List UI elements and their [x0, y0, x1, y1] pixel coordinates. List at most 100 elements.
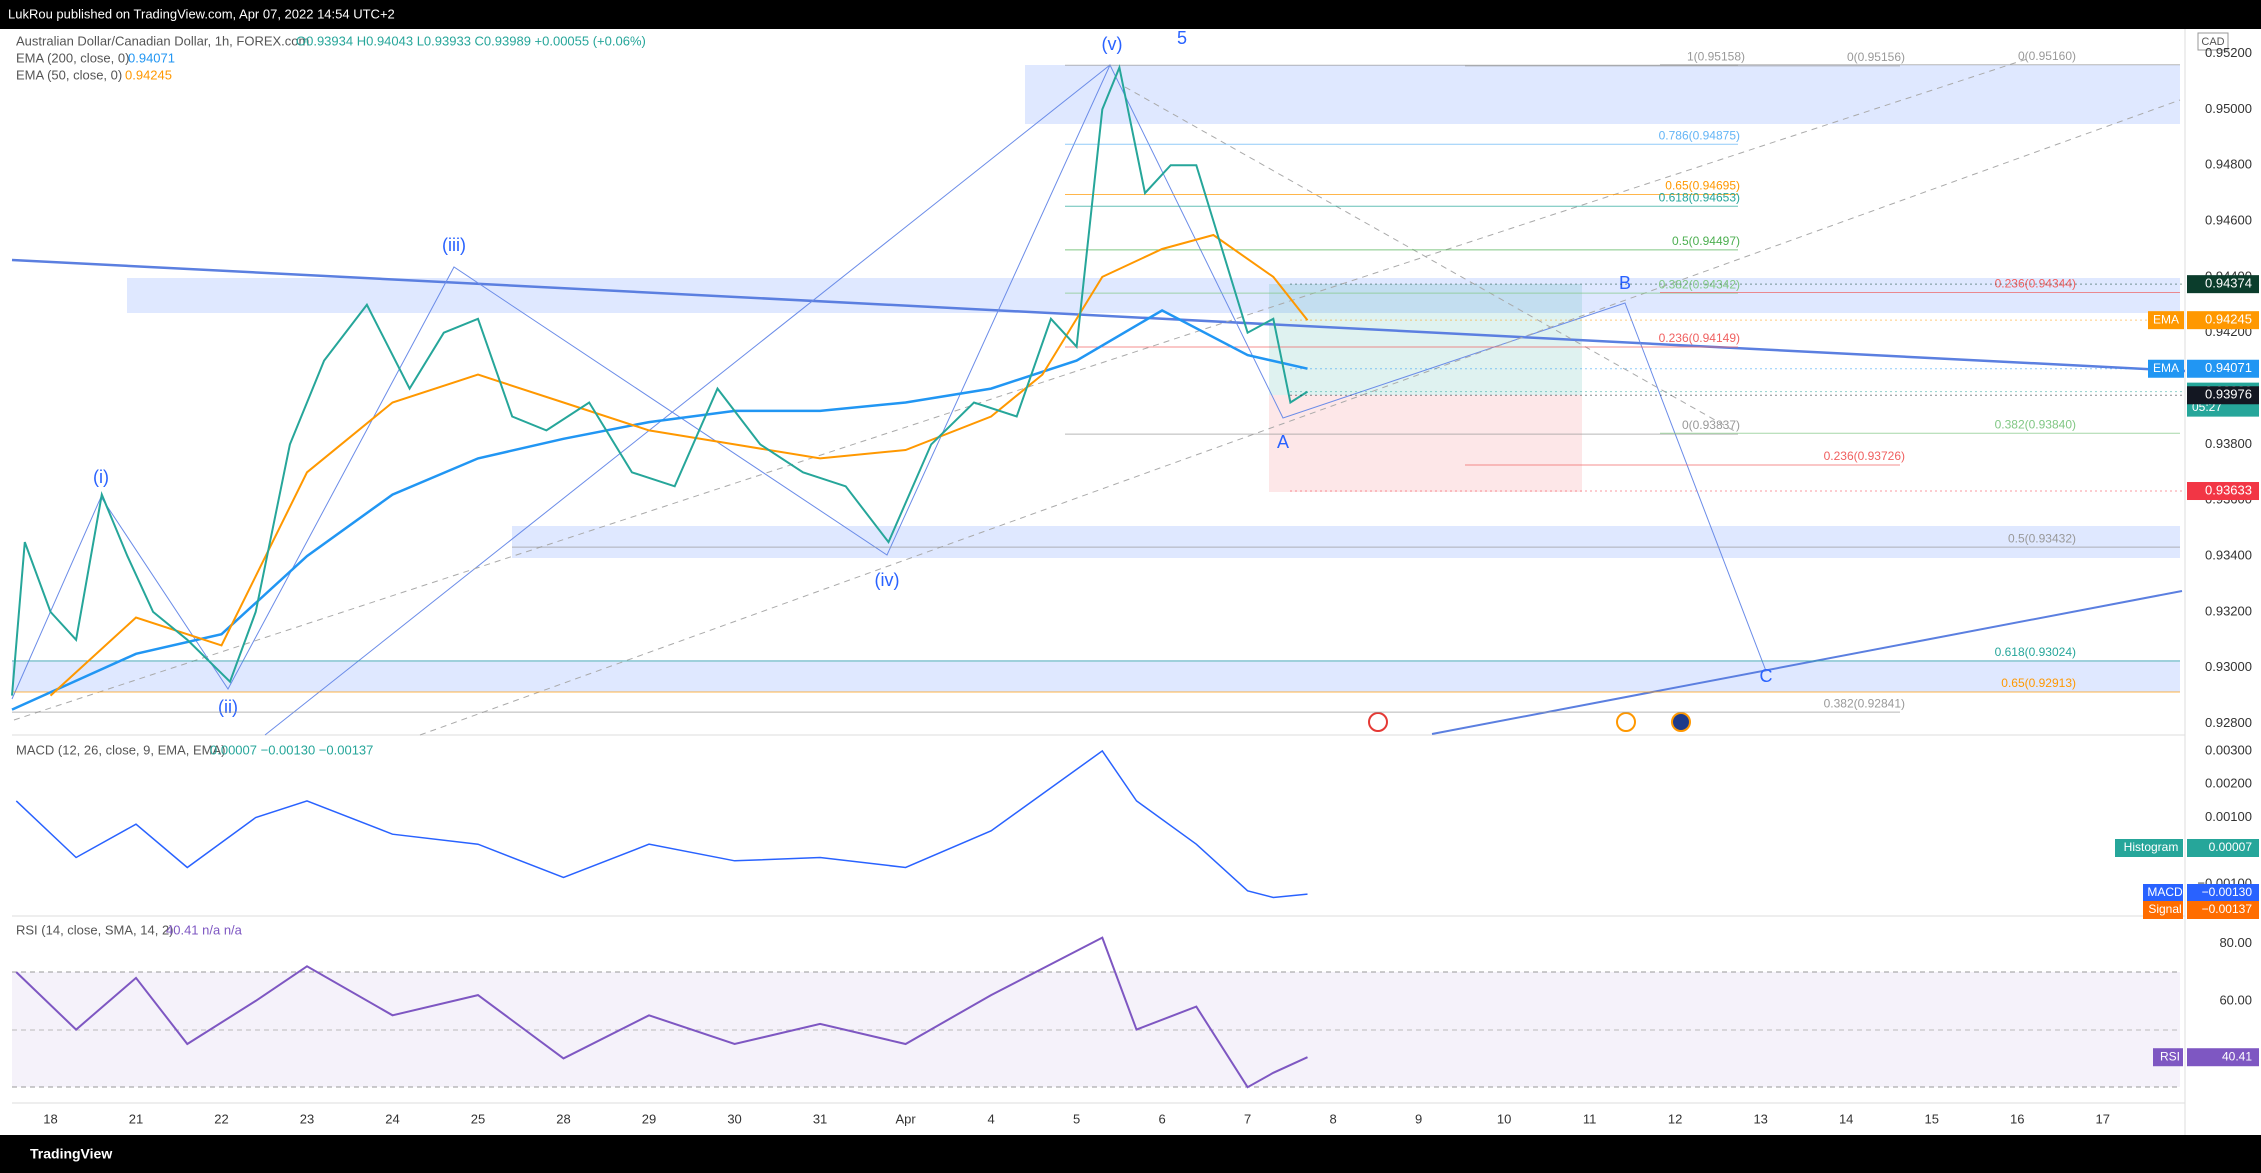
legend-ema200-value: 0.94071 [128, 50, 175, 65]
footer-logo[interactable]: TradingView [30, 1146, 112, 1162]
legend-ema50: EMA (50, close, 0) [16, 67, 122, 82]
wave-label: A [1277, 432, 1289, 452]
x-tick-label: 6 [1158, 1111, 1165, 1126]
price-tag [2187, 311, 2259, 330]
y-tick-label: 0.95000 [2205, 101, 2252, 116]
fib-label: 1(0.95158) [1687, 49, 1745, 63]
zone [127, 278, 2180, 313]
price-tag [2187, 386, 2259, 405]
stop-box [1269, 395, 1582, 492]
rsi-tick-label: 60.00 [2219, 992, 2252, 1007]
fib-label: 0.5(0.93432) [2008, 531, 2076, 545]
fib-label: 0.382(0.94342) [1659, 277, 1740, 291]
price-tag-label: 0.94374 [2205, 276, 2252, 291]
fib-label: 0(0.95156) [1847, 50, 1905, 64]
channel [419, 99, 2181, 736]
channel [1124, 86, 1739, 434]
pane-tag-label: −0.00137 [2202, 902, 2253, 916]
fib-label: 0.382(0.93840) [1995, 417, 2076, 431]
price-line [11, 64, 1309, 696]
trendline [11, 258, 2186, 373]
fib-label: 0.618(0.94653) [1659, 190, 1740, 204]
wave-line [264, 64, 1111, 736]
pane-tag-label: −0.00130 [2202, 885, 2253, 899]
x-tick-label: 10 [1497, 1111, 1511, 1126]
trendline [1431, 590, 2183, 735]
y-tick-label: 0.92800 [2205, 715, 2252, 730]
x-tick-label: 18 [43, 1111, 57, 1126]
zone [1025, 65, 2180, 124]
price-tag-label: 0.93633 [2205, 482, 2252, 497]
y-tick-label: 0.93800 [2205, 436, 2252, 451]
x-tick-label: 9 [1415, 1111, 1422, 1126]
legend-ohlc: O0.93934 H0.94043 L0.93933 C0.93989 +0.0… [296, 33, 646, 48]
x-tick-label: 12 [1668, 1111, 1682, 1126]
wave-label: (iv) [875, 570, 900, 590]
x-tick-label: 17 [2095, 1111, 2109, 1126]
rsi-tick-label: 80.00 [2219, 935, 2252, 950]
legend-ema200: EMA (200, close, 0) [16, 50, 129, 65]
macd-tick-label: 0.00300 [2205, 742, 2252, 757]
legend-symbol: Australian Dollar/Canadian Dollar, 1h, F… [16, 33, 309, 48]
legend-macd: MACD (12, 26, close, 9, EMA, EMA) [16, 742, 226, 757]
zone [512, 526, 2180, 558]
price-tag [2187, 359, 2259, 378]
fib-label: 0(0.93837) [1682, 418, 1740, 432]
fib-label: 0.65(0.94695) [1665, 179, 1740, 193]
rsi-line [15, 936, 1308, 1089]
pane-tag-name: RSI [2160, 1049, 2180, 1063]
legend-ema50-value: 0.94245 [125, 67, 172, 82]
price-tag-label: 0.94071 [2205, 360, 2252, 375]
pane-tag [2187, 901, 2259, 919]
fib-label: 0.65(0.92913) [2001, 676, 2076, 690]
zone [12, 660, 2180, 692]
event-icon[interactable] [1671, 712, 1691, 732]
fib-label: 0.236(0.94149) [1659, 331, 1740, 345]
x-tick-label: 4 [987, 1111, 994, 1126]
x-tick-label: 29 [642, 1111, 656, 1126]
price-tag [2187, 275, 2259, 294]
x-tick-label: Apr [895, 1111, 916, 1126]
pane-tag [2187, 884, 2259, 902]
wave-label: B [1619, 273, 1631, 293]
fib-label: 0.786(0.94875) [1659, 128, 1740, 142]
x-tick-label: 11 [1583, 1111, 1597, 1126]
pane-tag-name-box [2153, 1048, 2183, 1067]
pane-tag [2187, 1048, 2259, 1067]
currency: CAD [2201, 36, 2224, 48]
tag-name: EMA [2153, 361, 2179, 375]
event-icon[interactable] [1368, 712, 1388, 732]
wave-label: (i) [93, 467, 109, 487]
ema50-line [49, 233, 1309, 697]
x-tick-label: 5 [1073, 1111, 1080, 1126]
fib-label: 0.236(0.93726) [1824, 449, 1905, 463]
currency-box[interactable] [2197, 32, 2229, 51]
wave-label: C [1760, 666, 1773, 686]
pane-tag [2187, 839, 2259, 857]
event-icon[interactable] [1616, 712, 1636, 732]
wave-label: (v) [1102, 34, 1123, 54]
x-tick-label: 28 [556, 1111, 570, 1126]
macd-line [15, 749, 1308, 899]
price-tag-label: 0.93976 [2205, 387, 2252, 402]
x-tick-label: 23 [300, 1111, 314, 1126]
x-tick-label: 25 [471, 1111, 485, 1126]
channel [13, 57, 2031, 721]
pane-tag-name: Histogram [2124, 840, 2179, 854]
price-tag [2187, 482, 2259, 501]
wave-label: (ii) [218, 697, 238, 717]
x-tick-label: 15 [1924, 1111, 1938, 1126]
pane-tag-label: 40.41 [2222, 1049, 2252, 1063]
y-tick-label: 0.93000 [2205, 659, 2252, 674]
top-bar [0, 0, 2261, 29]
pane-tag-name-box [2143, 901, 2183, 919]
x-tick-label: 16 [2010, 1111, 2024, 1126]
x-tick-label: 14 [1839, 1111, 1853, 1126]
fib-label: 0.618(0.93024) [1995, 645, 2076, 659]
fib-label: 0.382(0.92841) [1824, 696, 1905, 710]
pane-tag-name-box [2115, 839, 2183, 857]
y-tick-label: 0.94600 [2205, 213, 2252, 228]
wave-label: (iii) [442, 235, 466, 255]
y-tick-label: 0.93400 [2205, 547, 2252, 562]
x-tick-label: 31 [813, 1111, 827, 1126]
